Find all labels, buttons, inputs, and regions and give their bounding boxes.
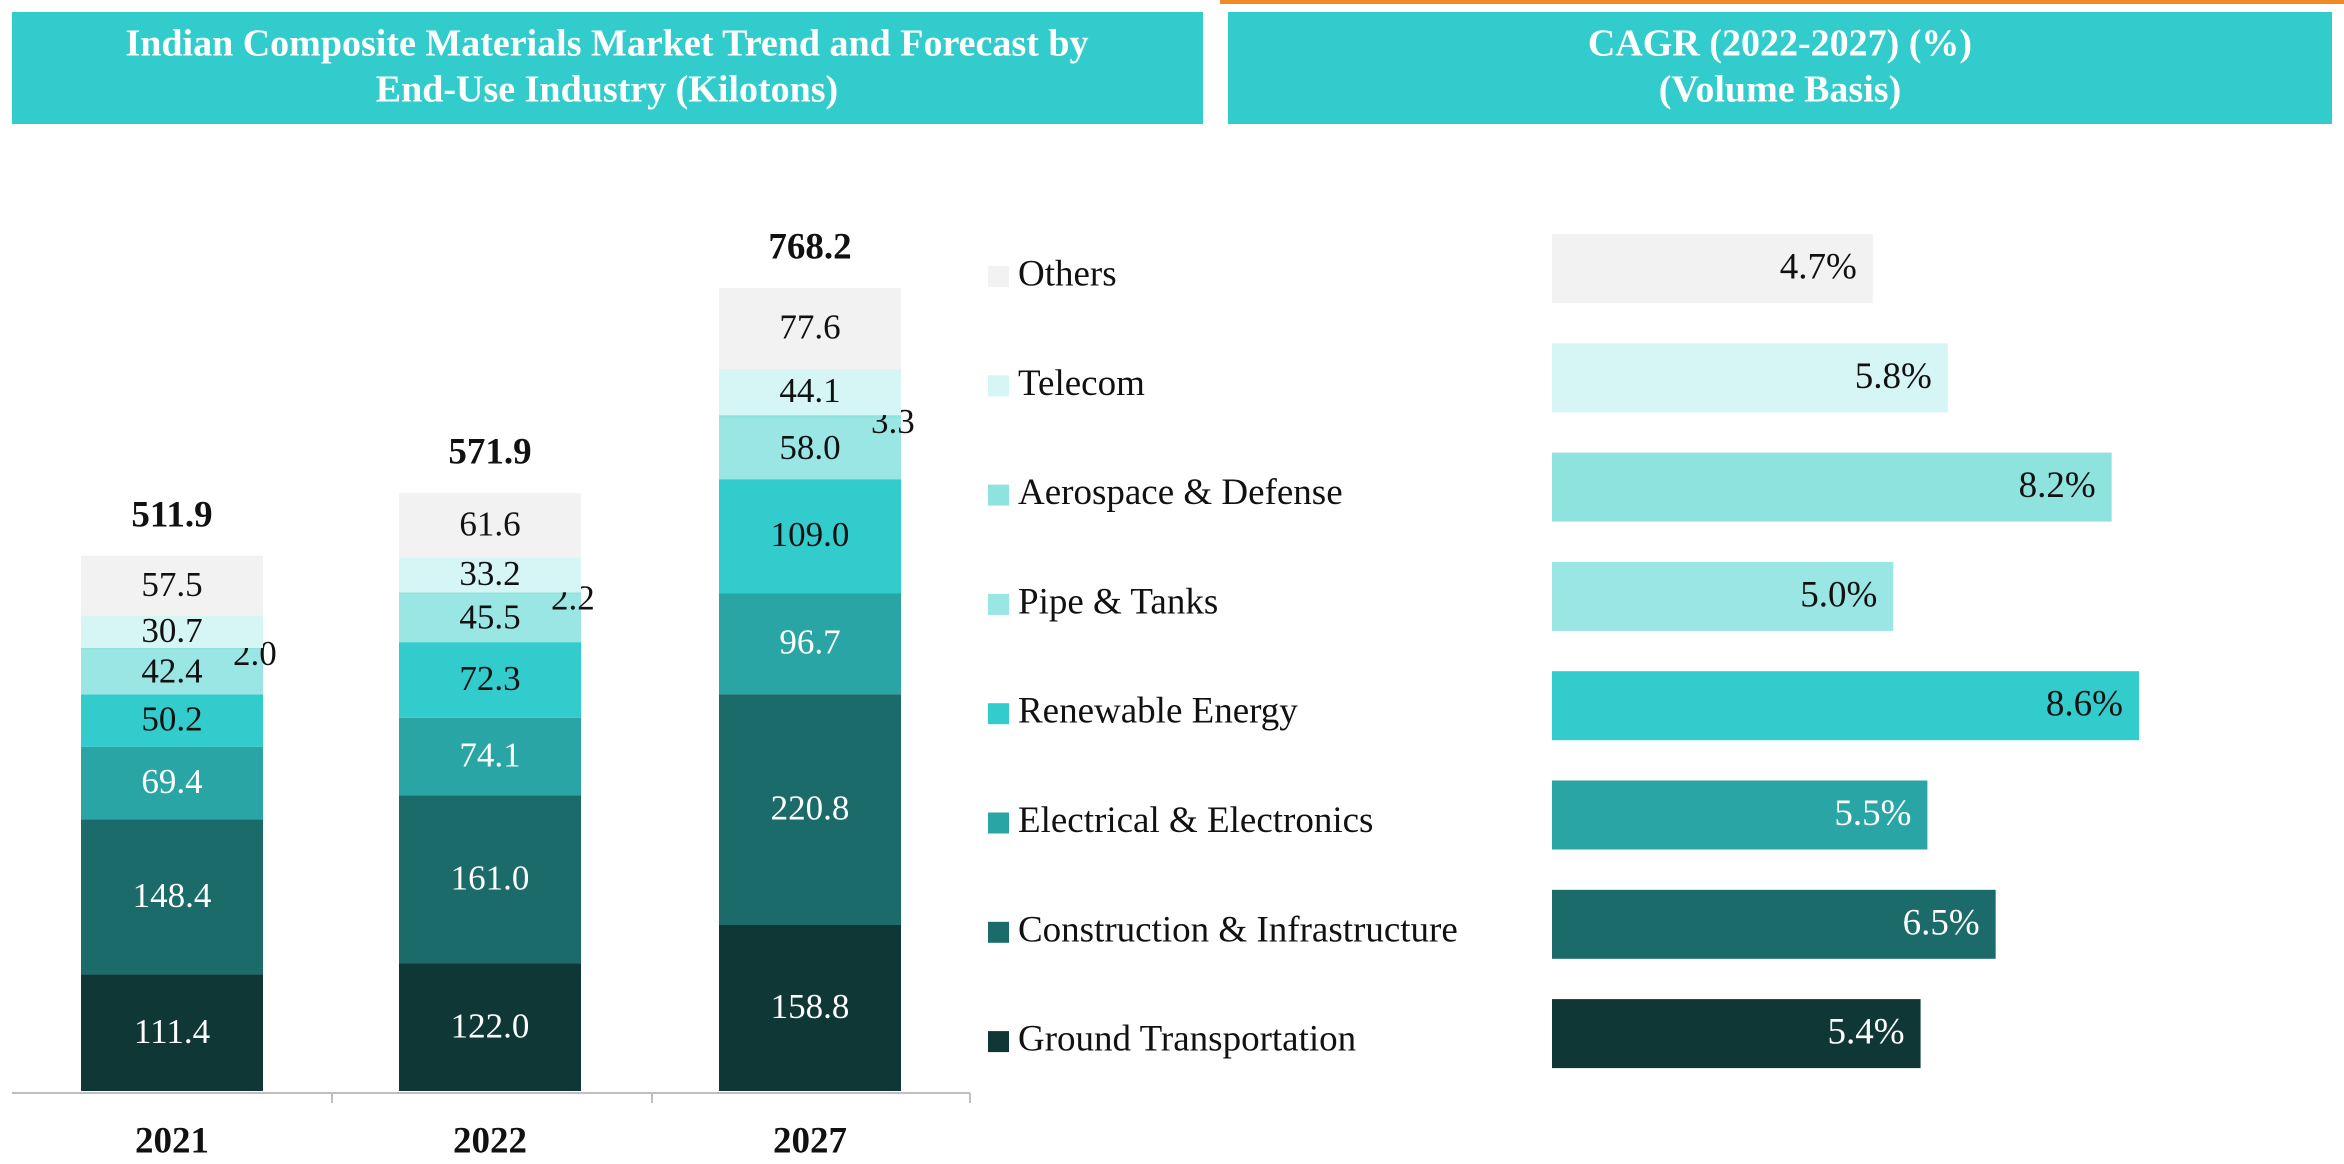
- bar-segment: [719, 369, 901, 416]
- bar: [1552, 889, 1996, 959]
- data-label: 30.7: [141, 611, 202, 650]
- chart-title: (Volume Basis): [1659, 69, 1901, 111]
- bar-segment: [399, 717, 581, 796]
- chart-title: Indian Composite Materials Market Trend …: [125, 23, 1088, 65]
- bar-segment: [719, 418, 901, 480]
- bar-segment: [399, 592, 581, 595]
- bar-segment: [81, 746, 263, 820]
- bar-segment: [81, 648, 263, 651]
- chart-title: CAGR (2022-2027) (%): [1588, 23, 1972, 65]
- legend-label: Construction & Infrastructure: [1018, 909, 1458, 950]
- data-label: 122.0: [451, 1006, 530, 1045]
- data-label: 148.4: [133, 876, 212, 915]
- data-label: 220.8: [771, 789, 850, 828]
- legend-swatch: [988, 375, 1009, 397]
- bar-segment: [399, 557, 581, 593]
- bar: [1552, 999, 1921, 1069]
- data-label: 69.4: [141, 762, 202, 801]
- accent-line: [1220, 0, 2344, 4]
- data-label: 8.6%: [2046, 684, 2123, 725]
- data-label: 50.2: [141, 700, 202, 739]
- bar: [1552, 561, 1894, 631]
- x-tick-label: 2021: [135, 1120, 209, 1161]
- legend-label: Ground Transportation: [1018, 1019, 1356, 1060]
- x-tick-label: 2022: [453, 1120, 527, 1161]
- legend-label: Renewable Energy: [1018, 691, 1298, 732]
- bar-segment: [399, 642, 581, 718]
- bar-segment: [81, 819, 263, 975]
- total-label: 511.9: [131, 494, 212, 535]
- legend-swatch: [988, 593, 1009, 615]
- legend-label: Electrical & Electronics: [1018, 800, 1373, 841]
- bar-segment: [719, 287, 901, 370]
- bar-segment: [81, 694, 263, 747]
- data-label: 6.5%: [1903, 902, 1980, 943]
- bar-segment: [81, 615, 263, 649]
- title-box: [12, 12, 1203, 124]
- data-label: 45.5: [459, 597, 520, 636]
- legend-label: Telecom: [1018, 363, 1145, 404]
- bar: [1552, 452, 2112, 522]
- legend-swatch: [988, 703, 1009, 725]
- x-tick-label: 2027: [773, 1120, 847, 1161]
- legend-swatch: [988, 1031, 1009, 1053]
- data-label: 74.1: [459, 735, 520, 774]
- data-label: 5.0%: [1800, 574, 1877, 615]
- legend-label: Pipe & Tanks: [1018, 581, 1218, 622]
- data-label: 96.7: [779, 623, 840, 662]
- bar-segment: [399, 493, 581, 558]
- data-label: 8.2%: [2019, 465, 2096, 506]
- data-label: 72.3: [459, 659, 520, 698]
- legend-swatch: [988, 484, 1009, 506]
- title-box: [1228, 12, 2332, 124]
- bar: [1552, 780, 1928, 850]
- bar: [1552, 343, 1948, 413]
- bar-segment: [719, 694, 901, 926]
- bar-segment: [81, 650, 263, 695]
- legend-swatch: [988, 921, 1009, 943]
- bar-segment: [399, 594, 581, 643]
- data-label: 5.4%: [1828, 1012, 1905, 1053]
- total-label: 768.2: [768, 226, 851, 267]
- bar-segment: [399, 795, 581, 964]
- data-label: 33.2: [459, 554, 520, 593]
- bar-segment: [719, 479, 901, 594]
- bar-segment: [719, 415, 901, 419]
- legend-swatch: [988, 266, 1009, 287]
- chart-title: End-Use Industry (Kilotons): [376, 69, 838, 111]
- data-label: 61.6: [459, 504, 520, 543]
- data-label: 158.8: [771, 987, 850, 1026]
- bar-segment: [81, 555, 263, 616]
- legend-label: Aerospace & Defense: [1018, 472, 1343, 513]
- legend-swatch: [988, 812, 1009, 834]
- data-label: 111.4: [134, 1012, 210, 1051]
- bar-segment: [719, 925, 901, 1091]
- data-label: 42.4: [141, 651, 202, 690]
- bar-segment: [399, 963, 581, 1091]
- data-label: 5.5%: [1834, 793, 1911, 834]
- legend-label: Others: [1018, 253, 1117, 294]
- data-label: 109.0: [771, 515, 850, 554]
- data-label: 4.7%: [1780, 246, 1857, 287]
- data-label: 5.8%: [1855, 356, 1932, 397]
- bar-segment: [719, 593, 901, 695]
- data-label: 161.0: [451, 858, 530, 897]
- data-label: 58.0: [779, 428, 840, 467]
- bar: [1552, 671, 2139, 741]
- data-label: 77.6: [779, 307, 840, 346]
- bar: [1552, 234, 1873, 303]
- bar-segment: [81, 974, 263, 1091]
- data-label: 44.1: [779, 371, 840, 410]
- total-label: 571.9: [448, 432, 531, 473]
- data-label: 57.5: [141, 565, 202, 604]
